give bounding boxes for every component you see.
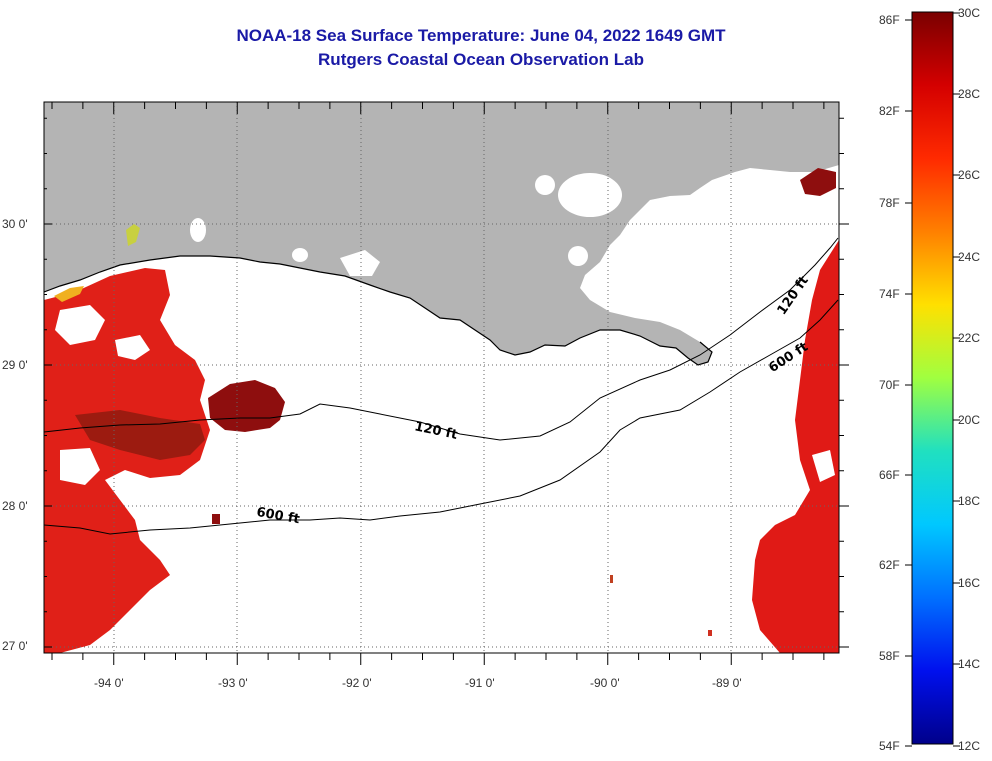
isobath-120ft	[43, 237, 839, 441]
sst-west-cloud-hole-3	[115, 335, 150, 360]
map-subtitle: Rutgers Coastal Ocean Observation Lab	[318, 50, 644, 69]
marsh-gaps-2	[622, 240, 690, 318]
colorbar-f-label: 86F	[879, 13, 900, 27]
lat-label: 27 0'	[2, 639, 28, 653]
lake-small-3	[190, 218, 206, 242]
lake-small-1	[535, 175, 555, 195]
lake-small-4	[568, 246, 588, 266]
sst-west-cloud-hole-1	[55, 305, 105, 345]
colorbar-f-label: 58F	[879, 649, 900, 663]
coastline	[43, 255, 713, 366]
colorbar-f-label: 78F	[879, 196, 900, 210]
lon-label: -93 0'	[218, 676, 248, 690]
lon-label: -94 0'	[94, 676, 124, 690]
axis-ticks	[44, 102, 849, 665]
map-frame	[43, 101, 840, 654]
colorbar-f-label: 54F	[879, 739, 900, 753]
colorbar-c-label: 26C	[958, 168, 981, 182]
lake-pontchartrain	[558, 173, 622, 217]
lon-label: -90 0'	[590, 676, 620, 690]
colorbar-f-label: 70F	[879, 378, 900, 392]
colorbar-f-label: 82F	[879, 104, 900, 118]
sst-east-cloud-hole	[812, 450, 835, 482]
colorbar-c-label: 14C	[958, 657, 981, 671]
lon-label: -91 0'	[465, 676, 495, 690]
sst-east	[752, 240, 839, 653]
marsh-gaps-3	[340, 250, 380, 276]
colorbar-ticks	[905, 12, 960, 747]
contour-label-600ft-west: 600 ft	[255, 505, 300, 527]
sst-ne-hot	[800, 168, 836, 196]
map-title: NOAA-18 Sea Surface Temperature: June 04…	[236, 26, 726, 45]
colorbar-c-label: 22C	[958, 331, 981, 345]
colorbar-c-label: 18C	[958, 494, 981, 508]
colorbar-c-label: 16C	[958, 576, 981, 590]
lat-label: 28 0'	[2, 499, 28, 513]
colorbar-c-label: 28C	[958, 87, 981, 101]
colorbar-f-label: 66F	[879, 468, 900, 482]
colorbar-f-label: 62F	[879, 558, 900, 572]
sst-speck-3	[708, 630, 712, 636]
lon-label: -89 0'	[712, 676, 742, 690]
sst-lake-green	[126, 224, 140, 246]
sst-west	[44, 268, 210, 653]
sst-west-cloud-hole-2	[60, 448, 100, 485]
colorbar-c-label: 12C	[958, 739, 981, 753]
colorbar	[911, 11, 954, 745]
lake-small-2	[292, 248, 308, 262]
land-mass	[44, 102, 839, 365]
graticule	[44, 102, 839, 653]
sst-speck-2	[610, 575, 613, 583]
marsh-gaps	[690, 175, 835, 340]
isobath-600ft	[43, 299, 839, 535]
colorbar-c-label: 30C	[958, 6, 981, 20]
lat-label: 30 0'	[2, 217, 28, 231]
colorbar-f-label: 74F	[879, 287, 900, 301]
colorbar-c-label: 20C	[958, 413, 981, 427]
colorbar-c-label: 24C	[958, 250, 981, 264]
lat-label: 29 0'	[2, 358, 28, 372]
sst-coast-yellow	[54, 286, 84, 302]
sst-speck-1	[212, 514, 220, 524]
lon-label: -92 0'	[342, 676, 372, 690]
